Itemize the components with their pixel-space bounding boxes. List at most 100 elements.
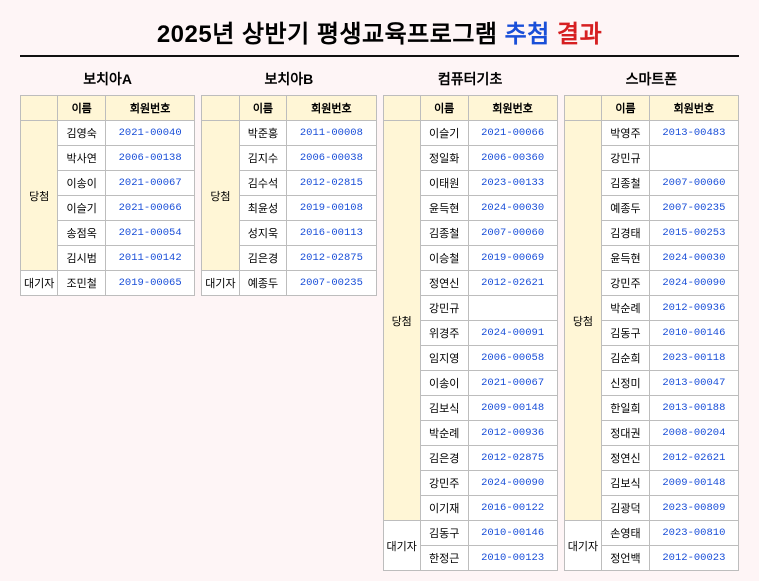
page-title: 2025년 상반기 평생교육프로그램 추첨 결과	[20, 14, 739, 57]
cell-member-no: 2006-00360	[468, 146, 557, 171]
cell-name: 예종두	[602, 196, 650, 221]
cell-member-no: 2021-00067	[468, 371, 557, 396]
results-table: 이름회원번호당첨박영주2013-00483강민규김종철2007-00060예종두…	[564, 95, 739, 571]
cell-member-no: 2019-00065	[106, 271, 195, 296]
results-table: 이름회원번호당첨이슬기2021-00066정일화2006-00360이태원202…	[383, 95, 558, 571]
waitlist-label: 대기자	[564, 521, 601, 571]
header-name: 이름	[58, 96, 106, 121]
cell-name: 박준홍	[239, 121, 287, 146]
cell-name: 김순희	[602, 346, 650, 371]
cell-name: 신정미	[602, 371, 650, 396]
cell-member-no	[468, 296, 557, 321]
cell-name: 정언백	[602, 546, 650, 571]
cell-name: 김동구	[420, 521, 468, 546]
header-member-no: 회원번호	[468, 96, 557, 121]
winner-label: 당첨	[21, 121, 58, 271]
table-row: 당첨이슬기2021-00066	[383, 121, 557, 146]
column-title: 보치아A	[20, 69, 195, 89]
winner-label: 당첨	[564, 121, 601, 521]
column-title: 보치아B	[201, 69, 376, 89]
cell-member-no: 2007-00060	[468, 221, 557, 246]
cell-name: 이태원	[420, 171, 468, 196]
cell-member-no: 2021-00066	[106, 196, 195, 221]
cell-name: 이송이	[420, 371, 468, 396]
cell-name: 김은경	[239, 246, 287, 271]
cell-name: 정연신	[420, 271, 468, 296]
cell-member-no: 2024-00090	[468, 471, 557, 496]
cell-member-no: 2021-00054	[106, 221, 195, 246]
cell-name: 이승철	[420, 246, 468, 271]
cell-name: 이슬기	[420, 121, 468, 146]
cell-name: 이슬기	[58, 196, 106, 221]
cell-member-no: 2021-00066	[468, 121, 557, 146]
cell-name: 김은경	[420, 446, 468, 471]
cell-name: 강민규	[420, 296, 468, 321]
table-row: 대기자조민철2019-00065	[21, 271, 195, 296]
title-red: 결과	[550, 21, 602, 48]
header-name: 이름	[239, 96, 287, 121]
cell-name: 정대권	[602, 421, 650, 446]
cell-member-no: 2010-00146	[468, 521, 557, 546]
header-name: 이름	[602, 96, 650, 121]
waitlist-label: 대기자	[383, 521, 420, 571]
cell-member-no: 2024-00030	[649, 246, 738, 271]
cell-name: 예종두	[239, 271, 287, 296]
cell-name: 이송이	[58, 171, 106, 196]
cell-member-no: 2023-00810	[649, 521, 738, 546]
cell-member-no: 2016-00113	[287, 221, 376, 246]
cell-member-no: 2016-00122	[468, 496, 557, 521]
header-member-no: 회원번호	[649, 96, 738, 121]
cell-member-no: 2012-02815	[287, 171, 376, 196]
result-column: 스마트폰이름회원번호당첨박영주2013-00483강민규김종철2007-0006…	[564, 69, 739, 571]
cell-member-no: 2007-00235	[649, 196, 738, 221]
header-name: 이름	[420, 96, 468, 121]
cell-member-no: 2015-00253	[649, 221, 738, 246]
cell-name: 김지수	[239, 146, 287, 171]
winner-label: 당첨	[202, 121, 239, 271]
cell-name: 김시범	[58, 246, 106, 271]
cell-name: 김종철	[602, 171, 650, 196]
cell-name: 김보식	[420, 396, 468, 421]
cell-member-no: 2012-02621	[649, 446, 738, 471]
results-table: 이름회원번호당첨박준홍2011-00008김지수2006-00038김수석201…	[201, 95, 376, 296]
cell-member-no: 2008-00204	[649, 421, 738, 446]
cell-member-no: 2019-00069	[468, 246, 557, 271]
results-columns: 보치아A이름회원번호당첨김영숙2021-00040박사연2006-00138이송…	[20, 69, 739, 571]
cell-name: 최윤성	[239, 196, 287, 221]
cell-member-no: 2024-00090	[649, 271, 738, 296]
cell-name: 김광덕	[602, 496, 650, 521]
cell-member-no: 2006-00038	[287, 146, 376, 171]
cell-name: 박순례	[420, 421, 468, 446]
cell-member-no: 2019-00108	[287, 196, 376, 221]
cell-member-no: 2021-00067	[106, 171, 195, 196]
cell-member-no: 2010-00146	[649, 321, 738, 346]
cell-member-no: 2006-00138	[106, 146, 195, 171]
table-row: 당첨박준홍2011-00008	[202, 121, 376, 146]
winner-label: 당첨	[383, 121, 420, 521]
cell-name: 위경주	[420, 321, 468, 346]
cell-member-no	[649, 146, 738, 171]
header-member-no: 회원번호	[106, 96, 195, 121]
cell-member-no: 2011-00008	[287, 121, 376, 146]
result-column: 보치아A이름회원번호당첨김영숙2021-00040박사연2006-00138이송…	[20, 69, 195, 296]
cell-member-no: 2012-00936	[468, 421, 557, 446]
result-column: 컴퓨터기초이름회원번호당첨이슬기2021-00066정일화2006-00360이…	[383, 69, 558, 571]
cell-name: 박영주	[602, 121, 650, 146]
cell-name: 손영태	[602, 521, 650, 546]
cell-name: 박사연	[58, 146, 106, 171]
cell-name: 윤득현	[602, 246, 650, 271]
column-title: 스마트폰	[564, 69, 739, 89]
cell-member-no: 2009-00148	[649, 471, 738, 496]
cell-name: 박순례	[602, 296, 650, 321]
cell-name: 김보식	[602, 471, 650, 496]
cell-name: 한정근	[420, 546, 468, 571]
cell-name: 이기재	[420, 496, 468, 521]
cell-member-no: 2012-00936	[649, 296, 738, 321]
table-row: 대기자손영태2023-00810	[564, 521, 738, 546]
cell-name: 김동구	[602, 321, 650, 346]
cell-member-no: 2007-00060	[649, 171, 738, 196]
result-column: 보치아B 이름회원번호당첨박준홍2011-00008김지수2006-00038김수…	[201, 69, 376, 296]
cell-name: 김영숙	[58, 121, 106, 146]
cell-name: 강민주	[602, 271, 650, 296]
cell-name: 조민철	[58, 271, 106, 296]
